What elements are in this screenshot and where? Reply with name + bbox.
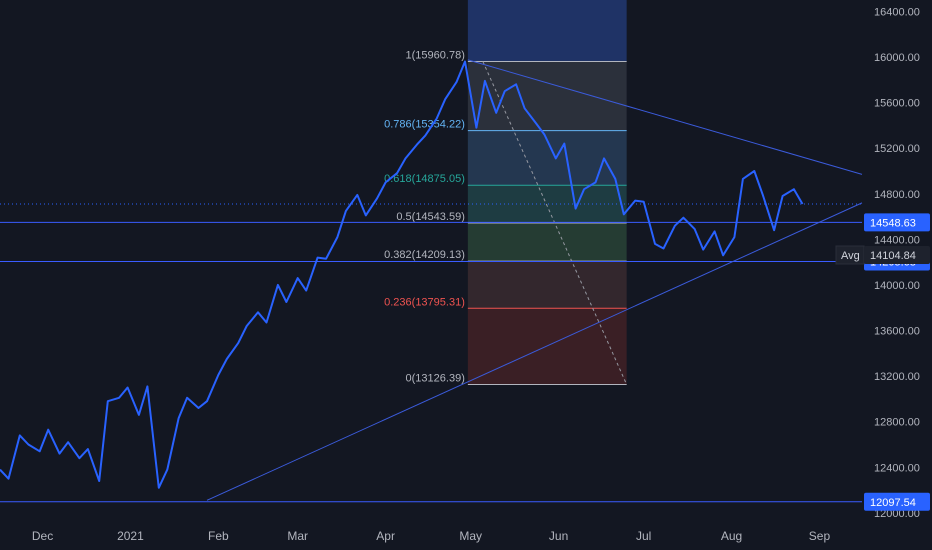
fib-level-label: 0.382(14209.13) [384, 249, 465, 261]
price-tag-bg [864, 213, 930, 232]
y-tick-label: 12800.00 [874, 417, 920, 429]
x-tick-label: 2021 [117, 529, 144, 543]
x-tick-label: May [459, 529, 482, 543]
avg-tag[interactable]: Avg 14104.84 [835, 245, 930, 265]
fib-zone-top [467, 0, 627, 62]
y-tick-label: 15200.00 [874, 143, 920, 155]
fib-level-label: 1(15960.78) [406, 49, 465, 61]
price-tag[interactable]: 12097.54 [864, 492, 930, 511]
y-tick-label: 12400.00 [874, 462, 920, 474]
trendline[interactable] [206, 202, 863, 501]
y-tick-label: 16000.00 [874, 52, 920, 64]
x-tick-label: Mar [287, 529, 308, 543]
fibonacci-retracement[interactable]: 1(15960.78) 0.786(15354.22) 0.618(14875.05… [384, 0, 628, 386]
fib-level-label: 0.5(14543.59) [396, 211, 465, 223]
fib-level-label: 0.786(15354.22) [384, 119, 465, 131]
price-tag-label: 12097.54 [870, 497, 916, 509]
x-tick-label: Jul [636, 529, 651, 543]
y-tick-label: 13600.00 [874, 326, 920, 338]
time-axis[interactable]: Dec 2021 Feb Mar Apr May Jun Jul Aug Sep [32, 529, 831, 543]
avg-tag-value: 14104.84 [870, 250, 916, 262]
y-tick-label: 16400.00 [874, 6, 920, 18]
y-tick-label: 14400.00 [874, 234, 920, 246]
price-line [0, 60, 804, 489]
fib-zone [467, 61, 627, 131]
y-tick-label: 12000.00 [874, 508, 920, 520]
y-tick-label: 13200.00 [874, 371, 920, 383]
x-tick-label: Jun [549, 529, 568, 543]
x-tick-label: Feb [208, 529, 229, 543]
price-series [0, 60, 804, 489]
fib-level-label: 0(13126.39) [406, 373, 465, 385]
x-tick-label: Apr [376, 529, 395, 543]
y-tick-label: 14800.00 [874, 189, 920, 201]
trendlines[interactable] [206, 59, 863, 501]
price-tag-bg [864, 492, 930, 511]
horizontal-price-lines[interactable] [0, 203, 862, 503]
price-tag[interactable]: 14548.63 [864, 213, 930, 232]
fib-diagonal-line [482, 61, 628, 385]
y-tick-label: 15600.00 [874, 98, 920, 110]
y-tick-label: 14000.00 [874, 280, 920, 292]
fib-level-label: 0.236(13795.31) [384, 296, 465, 308]
price-axis[interactable]: 12000.00 12400.00 12800.00 13200.00 13600.00… [835, 6, 930, 520]
price-tag-label: 14548.63 [870, 217, 916, 229]
fib-zone [467, 185, 627, 223]
fib-zone [467, 222, 627, 262]
fib-zone [467, 308, 627, 385]
fib-zone [467, 261, 627, 309]
x-tick-label: Aug [721, 529, 742, 543]
avg-tag-label: Avg [841, 250, 860, 262]
fib-level-label: 0.618(14875.05) [384, 173, 465, 185]
trendline[interactable] [467, 59, 863, 175]
x-tick-label: Sep [809, 529, 831, 543]
avg-tag-value-bg [864, 246, 930, 264]
x-tick-label: Dec [32, 529, 53, 543]
